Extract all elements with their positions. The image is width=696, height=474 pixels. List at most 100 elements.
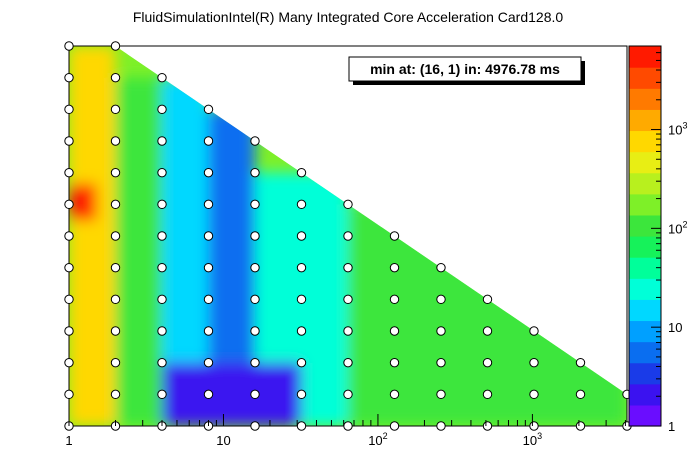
sample-point xyxy=(436,326,446,336)
sample-point xyxy=(296,389,307,400)
palette-swatch xyxy=(629,404,661,427)
x-tick-label: 10 xyxy=(216,433,230,448)
sample-point xyxy=(343,389,353,400)
sample-point xyxy=(343,199,353,210)
sample-point xyxy=(250,389,260,400)
sample-point xyxy=(110,231,121,241)
palette-swatch xyxy=(629,109,661,132)
palette-swatch xyxy=(629,172,661,195)
sample-point xyxy=(64,167,74,178)
sample-point xyxy=(343,262,353,273)
z-tick-label: 102 xyxy=(668,219,687,236)
sample-point xyxy=(203,199,214,210)
sample-point xyxy=(64,199,74,210)
sample-point xyxy=(110,167,121,178)
sample-point xyxy=(436,262,446,273)
sample-point xyxy=(250,167,260,178)
x-axis: 1 10 102 103 xyxy=(65,414,626,448)
palette-swatch xyxy=(629,88,661,110)
sample-point xyxy=(296,421,307,431)
sample-point xyxy=(343,231,353,241)
palette-swatch xyxy=(629,46,661,68)
sample-point xyxy=(529,326,539,336)
sample-point xyxy=(64,294,74,305)
sample-point xyxy=(157,357,167,368)
z-tick-label: 10 xyxy=(668,320,682,335)
palette-swatch xyxy=(629,67,661,89)
sample-point xyxy=(482,294,493,305)
heatmap-region xyxy=(162,362,302,426)
palette-swatch xyxy=(629,278,661,300)
z-tick-label: 103 xyxy=(668,121,687,138)
x-tick-label: 103 xyxy=(523,431,542,448)
sample-point xyxy=(64,104,74,115)
sample-point xyxy=(389,231,400,241)
sample-point xyxy=(64,136,74,146)
sample-point xyxy=(389,326,400,336)
sample-point xyxy=(157,167,167,178)
sample-point xyxy=(250,326,260,336)
palette-swatch xyxy=(629,151,661,174)
sample-point xyxy=(250,294,260,305)
sample-point xyxy=(157,136,167,146)
sample-point xyxy=(436,294,446,305)
sample-point xyxy=(482,389,493,400)
sample-point xyxy=(389,421,400,431)
sample-point xyxy=(110,104,121,115)
sample-point xyxy=(296,167,307,178)
sample-point xyxy=(110,262,121,273)
sample-point xyxy=(296,231,307,241)
sample-point xyxy=(110,326,121,336)
sample-point xyxy=(157,72,167,83)
sample-point xyxy=(203,262,214,273)
sample-point xyxy=(64,41,74,51)
sample-point xyxy=(529,421,539,431)
sample-point xyxy=(110,136,121,146)
sample-point xyxy=(250,357,260,368)
sample-point xyxy=(436,357,446,368)
sample-point xyxy=(64,231,74,241)
sample-point xyxy=(482,357,493,368)
sample-point xyxy=(64,72,74,83)
sample-point xyxy=(64,262,74,273)
sample-point xyxy=(203,104,214,115)
sample-point xyxy=(343,294,353,305)
palette-frame xyxy=(628,45,662,427)
sample-point xyxy=(203,231,214,241)
min-annotation: min at: (16, 1) in: 4976.78 ms xyxy=(348,56,585,85)
sample-point xyxy=(110,357,121,368)
sample-point xyxy=(110,199,121,210)
heatmap-region xyxy=(69,46,116,426)
sample-point xyxy=(389,294,400,305)
sample-point xyxy=(389,389,400,400)
plot-area xyxy=(64,41,632,431)
color-palette-axis: 1 10 102 103 xyxy=(628,45,687,434)
sample-point xyxy=(296,357,307,368)
sample-point xyxy=(575,357,586,368)
sample-point xyxy=(157,262,167,273)
sample-point xyxy=(64,389,74,400)
palette-swatch xyxy=(629,320,661,343)
sample-point xyxy=(203,294,214,305)
sample-point xyxy=(203,357,214,368)
heatmap-region xyxy=(69,183,97,221)
heatmap-region xyxy=(115,77,162,426)
sample-point xyxy=(250,231,260,241)
palette-swatch xyxy=(629,214,661,237)
sample-point xyxy=(482,421,493,431)
palette-swatch xyxy=(629,236,661,258)
sample-point xyxy=(64,326,74,336)
sample-point xyxy=(389,357,400,368)
sample-point xyxy=(436,421,446,431)
sample-point xyxy=(529,389,539,400)
sample-point xyxy=(110,41,121,51)
sample-point xyxy=(529,357,539,368)
x-tick-label: 1 xyxy=(65,433,72,448)
sample-point xyxy=(296,326,307,336)
sample-point xyxy=(296,294,307,305)
sample-point xyxy=(575,421,586,431)
palette-swatch xyxy=(629,362,661,385)
palette-swatch xyxy=(629,341,661,364)
x-tick-label: 102 xyxy=(368,431,387,448)
